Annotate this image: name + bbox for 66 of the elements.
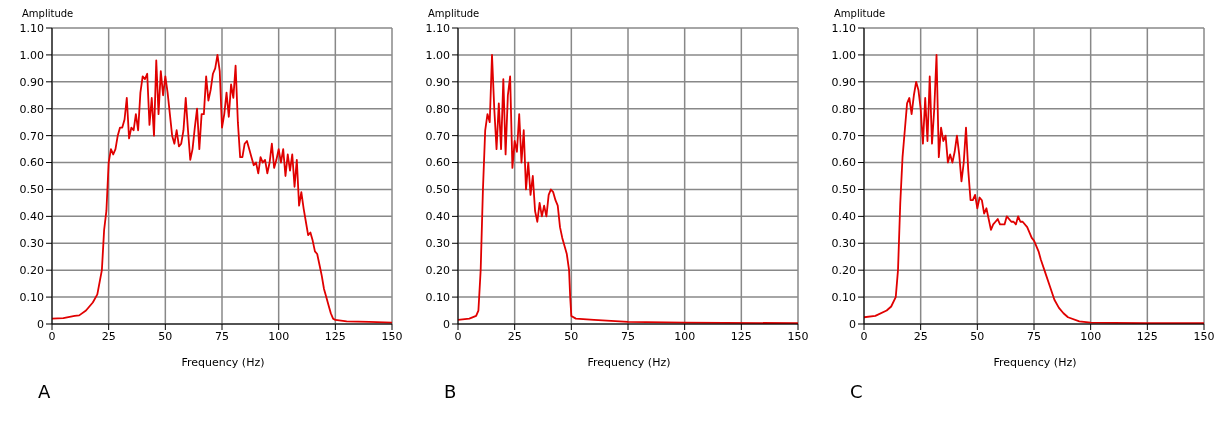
x-tick-label: 0 [860, 329, 868, 343]
x-tick-label: 75 [1027, 329, 1041, 343]
x-tick-label: 50 [970, 329, 985, 343]
y-tick-label: 0.90 [831, 75, 856, 89]
y-tick-label: 0.50 [425, 183, 450, 197]
y-tick-label: 0.90 [425, 75, 450, 89]
y-tick-label: 0 [37, 317, 44, 331]
y-tick-label: 0.60 [425, 156, 450, 170]
x-tick-label: 100 [1080, 329, 1102, 343]
y-tick-label: 0 [849, 317, 856, 331]
y-tick-label: 0.70 [831, 129, 856, 143]
y-axis-title: Amplitude [833, 8, 887, 21]
y-tick-label: 0.10 [19, 291, 44, 304]
y-tick-label: 0.30 [19, 237, 44, 251]
x-tick-label: 125 [730, 329, 752, 343]
y-tick-label: 0.40 [19, 210, 44, 224]
y-tick-label: 0.20 [831, 264, 856, 278]
y-tick-label: 0.30 [831, 237, 856, 251]
y-tick-label: 1.10 [425, 21, 450, 35]
x-tick-label: 150 [381, 329, 403, 343]
y-tick-label: 0.60 [19, 156, 44, 170]
y-tick-label: 1.00 [19, 48, 44, 62]
x-axis-title: Frequency (Hz) [180, 356, 266, 369]
y-axis-title: Amplitude [21, 8, 75, 21]
y-tick-label: 0.70 [19, 129, 44, 143]
y-tick-label: 0.70 [425, 129, 450, 143]
y-tick-label: 0.40 [831, 210, 856, 224]
x-tick-label: 25 [101, 329, 116, 343]
x-tick-label: 75 [621, 329, 635, 343]
y-tick-label: 0.30 [425, 237, 450, 251]
x-tick-label: 0 [454, 329, 462, 343]
y-tick-label: 0.60 [831, 156, 856, 170]
y-tick-label: 1.00 [425, 48, 450, 62]
y-tick-label: 0.40 [425, 210, 450, 224]
y-tick-label: 0.20 [19, 264, 44, 278]
x-tick-label: 125 [1136, 329, 1158, 343]
x-axis-title: Frequency (Hz) [586, 356, 672, 369]
y-tick-label: 1.10 [831, 21, 856, 35]
y-tick-label: 0.50 [831, 183, 856, 197]
y-tick-label: 0.20 [425, 264, 450, 278]
x-tick-label: 150 [787, 329, 809, 343]
y-tick-label: 0.50 [19, 183, 44, 197]
text: A [37, 381, 52, 402]
x-tick-label: 25 [913, 329, 928, 343]
x-tick-label: 100 [268, 329, 290, 343]
x-tick-label: 125 [324, 329, 346, 343]
y-tick-label: 0.80 [425, 102, 450, 116]
y-tick-label: 0.80 [831, 102, 856, 116]
x-axis-title: Frequency (Hz) [992, 356, 1078, 369]
x-tick-label: 150 [1193, 329, 1215, 343]
y-tick-label: 0 [443, 317, 450, 331]
x-tick-label: 75 [215, 329, 229, 343]
x-tick-label: 100 [674, 329, 696, 343]
y-tick-label: 0.90 [19, 75, 44, 89]
y-tick-label: 0.10 [831, 291, 856, 304]
x-tick-label: 25 [507, 329, 522, 343]
y-tick-label: 1.00 [831, 48, 856, 62]
text: B [443, 381, 458, 402]
x-tick-label: 50 [564, 329, 579, 343]
x-tick-label: 0 [48, 329, 56, 343]
y-tick-label: 0.80 [19, 102, 44, 116]
y-tick-label: 1.10 [19, 21, 44, 35]
x-tick-label: 50 [158, 329, 173, 343]
y-tick-label: 0.10 [425, 291, 450, 304]
text: C [849, 381, 864, 402]
y-axis-title: Amplitude [427, 8, 481, 21]
